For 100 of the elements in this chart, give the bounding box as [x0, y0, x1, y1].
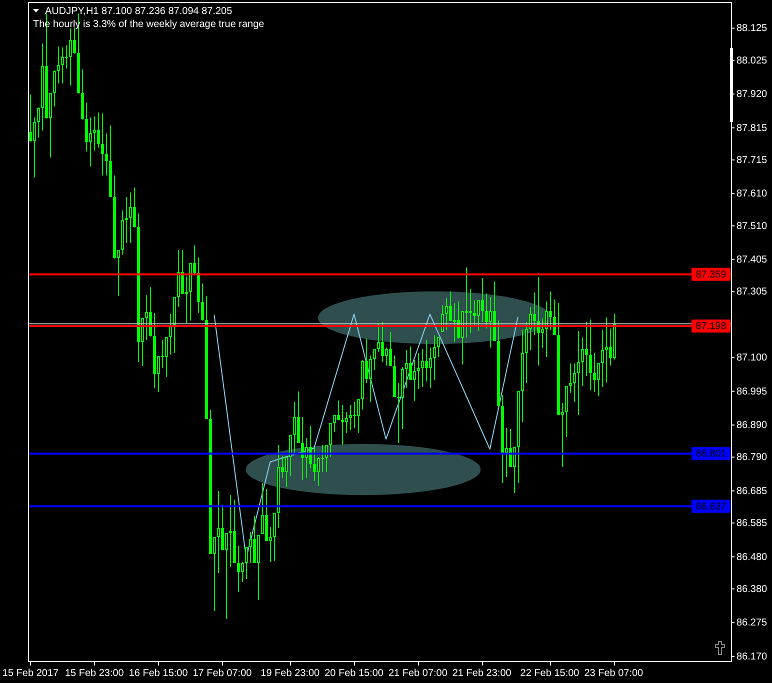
candlestick — [593, 352, 596, 393]
candlestick — [349, 404, 352, 431]
x-tick-label: 15 Feb 2017 — [2, 668, 60, 679]
y-tick-label: 86.480 — [736, 551, 768, 562]
candlestick — [465, 266, 468, 338]
y-tick-label: 87.510 — [736, 220, 768, 232]
candlestick — [409, 346, 412, 381]
candlestick — [433, 334, 436, 381]
candlestick — [57, 46, 60, 84]
candlestick — [321, 444, 324, 472]
candlestick — [273, 512, 276, 562]
candlestick — [609, 328, 612, 366]
candlestick — [541, 318, 544, 349]
y-tick-label: 87.305 — [736, 286, 768, 298]
y-tick-label: 87.920 — [736, 88, 768, 100]
y-tick-label: 86.995 — [736, 386, 768, 397]
y-tick-label: 88.025 — [736, 54, 768, 66]
candlestick — [217, 490, 220, 574]
candlestick — [317, 456, 320, 487]
candlestick — [129, 192, 132, 244]
candlestick — [429, 346, 432, 389]
candlestick — [577, 330, 580, 416]
candlestick — [353, 402, 356, 429]
candlestick — [201, 282, 204, 321]
candlestick — [413, 360, 416, 402]
candlestick — [473, 300, 476, 326]
candlestick — [345, 412, 348, 434]
candlestick — [477, 300, 480, 332]
candlestick — [293, 402, 296, 456]
candlestick — [469, 288, 472, 334]
y-tick-label: 88.125 — [736, 22, 768, 34]
candlestick — [417, 352, 420, 390]
ref-line-label: 87.198 — [696, 320, 727, 332]
candlestick — [437, 336, 440, 358]
candlestick — [341, 404, 344, 446]
candlestick — [237, 545, 240, 592]
candlestick — [605, 316, 608, 383]
x-tick-label: 20 Feb 15:00 — [324, 668, 384, 679]
candlestick — [381, 322, 384, 363]
candlestick — [337, 400, 340, 421]
candlestick — [389, 332, 392, 367]
candlestick — [421, 348, 424, 388]
candlestick — [425, 340, 428, 382]
candlestick — [573, 362, 576, 403]
candlestick — [313, 446, 316, 482]
ref-line-label: 86.637 — [696, 500, 727, 512]
candlestick — [369, 354, 372, 403]
candlestick — [329, 422, 332, 458]
y-tick-label: 86.790 — [736, 452, 768, 463]
y-tick-label: 86.380 — [736, 583, 768, 594]
candlestick — [333, 414, 336, 433]
x-tick-label: 23 Feb 07:00 — [584, 668, 644, 679]
candlestick — [145, 294, 148, 341]
y-tick-label: 86.170 — [736, 650, 768, 662]
y-tick-label: 86.890 — [736, 420, 768, 431]
x-tick-label: 21 Feb 23:00 — [452, 668, 512, 679]
candlestick — [597, 362, 600, 397]
y-tick-label: 87.815 — [736, 122, 768, 134]
candlestick — [181, 250, 184, 295]
ref-line-label: 87.359 — [696, 268, 727, 280]
candlestick — [89, 117, 92, 167]
candlestick — [101, 112, 104, 176]
candlestick — [285, 456, 288, 488]
candlestick — [97, 112, 100, 148]
ref-line-label: 86.801 — [696, 448, 727, 460]
candlestick — [513, 446, 516, 494]
candlestick — [569, 362, 572, 394]
y-tick-label: 86.275 — [736, 617, 768, 628]
candlestick — [125, 196, 128, 244]
x-tick-label: 16 Feb 15:00 — [128, 668, 188, 679]
candlestick — [481, 278, 484, 323]
candlestick — [165, 336, 168, 378]
candlestick — [177, 250, 180, 308]
candlestick — [65, 45, 68, 69]
candlestick — [245, 546, 248, 580]
candlestick — [533, 292, 536, 336]
candlestick — [581, 336, 584, 387]
candlestick — [485, 292, 488, 329]
candlestick — [37, 107, 40, 138]
candlestick — [377, 322, 380, 353]
candlestick — [525, 322, 528, 384]
y-tick-label: 87.405 — [736, 254, 768, 266]
candlestick — [585, 322, 588, 377]
candlestick — [405, 350, 408, 389]
y-tick-label: 87.715 — [736, 154, 768, 166]
x-tick-label: 21 Feb 07:00 — [388, 668, 448, 679]
x-tick-label: 15 Feb 23:00 — [64, 668, 124, 679]
x-tick-label: 19 Feb 23:00 — [260, 668, 320, 679]
candlestick — [373, 348, 376, 371]
candlestick — [29, 94, 32, 142]
candlestick — [33, 117, 36, 178]
chart-title: AUDJPY,H1 87.100 87.236 87.094 87.205 — [45, 6, 233, 17]
candlestick — [221, 504, 224, 551]
candlestick — [225, 532, 228, 620]
candlestick — [105, 132, 108, 176]
y-tick-label: 86.685 — [736, 485, 768, 496]
y-tick-label: 87.610 — [736, 188, 768, 200]
candlestick — [589, 318, 592, 390]
candlestick — [489, 296, 492, 348]
candlestick — [289, 434, 292, 477]
